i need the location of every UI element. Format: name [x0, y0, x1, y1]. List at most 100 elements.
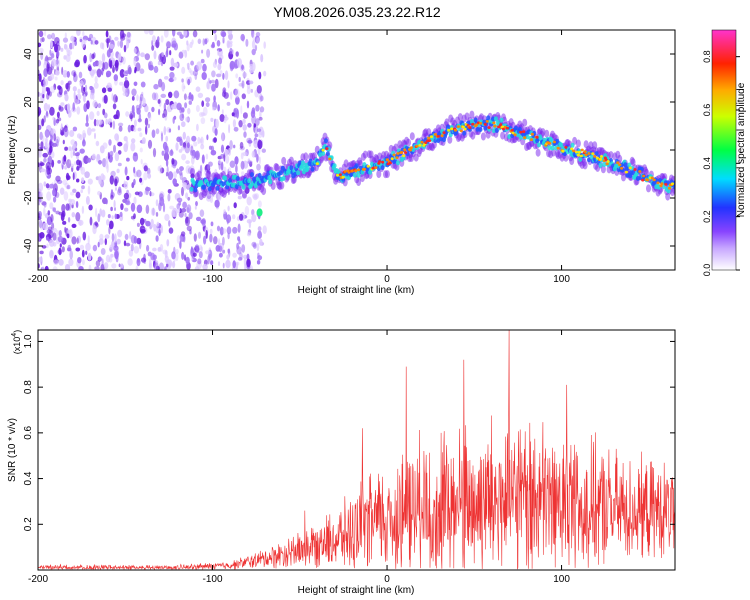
- noise-blob: [153, 83, 159, 90]
- noise-blob: [79, 148, 85, 154]
- noise-blob: [94, 221, 98, 226]
- noise-blob: [182, 131, 186, 140]
- noise-blob: [41, 118, 45, 127]
- noise-blob: [57, 235, 64, 243]
- noise-blob: [263, 41, 267, 49]
- noise-blob: [210, 79, 215, 84]
- noise-blob: [139, 132, 143, 137]
- track-point: [300, 160, 305, 166]
- noise-blob: [234, 88, 240, 99]
- noise-blob: [152, 247, 157, 252]
- noise-blob: [194, 150, 200, 161]
- noise-blob: [123, 181, 129, 190]
- noise-blob: [100, 248, 106, 255]
- noise-blob: [234, 63, 238, 70]
- noise-blob: [226, 226, 232, 235]
- noise-blob: [161, 81, 166, 92]
- track-point: [190, 168, 195, 176]
- noise-blob: [222, 36, 225, 44]
- noise-blob: [144, 117, 149, 126]
- noise-blob: [85, 250, 88, 255]
- noise-blob: [109, 122, 113, 128]
- noise-blob: [213, 137, 218, 143]
- noise-blob: [226, 101, 231, 106]
- noise-blob: [157, 36, 160, 42]
- track-point: [487, 126, 491, 129]
- noise-blob: [233, 202, 237, 209]
- noise-blob: [237, 223, 241, 233]
- noise-blob: [183, 254, 187, 261]
- noise-blob: [49, 85, 56, 94]
- track-point: [354, 169, 358, 173]
- noise-blob: [153, 50, 157, 60]
- noise-blob: [131, 105, 135, 114]
- noise-blob: [143, 30, 150, 35]
- noise-blob: [210, 117, 214, 122]
- noise-blob: [255, 118, 260, 126]
- noise-blob: [191, 155, 195, 165]
- noise-blob: [238, 213, 244, 221]
- noise-blob: [73, 71, 76, 78]
- noise-blob: [64, 226, 67, 233]
- noise-blob: [105, 118, 108, 125]
- noise-blob: [46, 147, 50, 152]
- svg-text:(x104): (x104): [11, 330, 22, 354]
- noise-blob: [113, 144, 116, 153]
- track-point: [548, 141, 552, 145]
- noise-blob: [200, 112, 206, 117]
- noise-blob: [56, 230, 60, 237]
- noise-blob: [227, 248, 230, 254]
- noise-blob: [120, 203, 124, 211]
- noise-blob: [258, 116, 263, 121]
- noise-blob: [219, 114, 225, 122]
- noise-blob: [263, 70, 267, 77]
- track-point: [499, 117, 504, 123]
- track-point: [395, 156, 399, 160]
- noise-blob: [109, 43, 115, 50]
- noise-blob: [197, 136, 201, 145]
- noise-blob: [133, 246, 140, 254]
- noise-blob: [55, 118, 60, 124]
- noise-blob: [58, 247, 62, 256]
- track-point: [475, 123, 479, 126]
- track-point: [576, 153, 581, 157]
- noise-blob: [139, 177, 143, 183]
- noise-blob: [82, 31, 85, 37]
- track-point: [354, 163, 359, 169]
- track-point: [587, 152, 591, 155]
- track-point: [656, 181, 660, 185]
- track-point: [321, 148, 325, 152]
- noise-blob: [233, 107, 239, 115]
- track-point: [630, 158, 636, 167]
- noise-blob: [88, 33, 94, 39]
- noise-blob: [165, 171, 169, 177]
- noise-blob: [251, 150, 256, 158]
- noise-blob: [210, 145, 215, 153]
- x-tick-label: 0: [384, 574, 390, 585]
- noise-blob: [71, 212, 76, 218]
- noise-blob: [218, 57, 223, 65]
- noise-blob: [79, 80, 84, 87]
- noise-blob: [118, 186, 122, 194]
- noise-blob: [92, 100, 98, 108]
- noise-blob: [98, 238, 104, 245]
- track-point: [328, 157, 332, 161]
- track-point: [598, 162, 603, 168]
- noise-blob: [242, 112, 248, 119]
- noise-blob: [64, 93, 69, 102]
- noise-blob: [117, 229, 123, 238]
- noise-blob: [114, 36, 119, 41]
- noise-blob: [84, 84, 88, 93]
- track-point: [268, 179, 273, 185]
- noise-blob: [87, 37, 92, 42]
- noise-blob: [145, 125, 148, 135]
- noise-blob: [251, 48, 256, 56]
- noise-blob: [190, 70, 194, 76]
- noise-blob: [158, 262, 164, 270]
- noise-blob: [105, 199, 108, 205]
- noise-blob: [38, 213, 41, 219]
- noise-blob: [54, 76, 58, 81]
- noise-blob: [92, 244, 98, 252]
- track-point: [215, 185, 220, 191]
- track-point: [646, 184, 651, 193]
